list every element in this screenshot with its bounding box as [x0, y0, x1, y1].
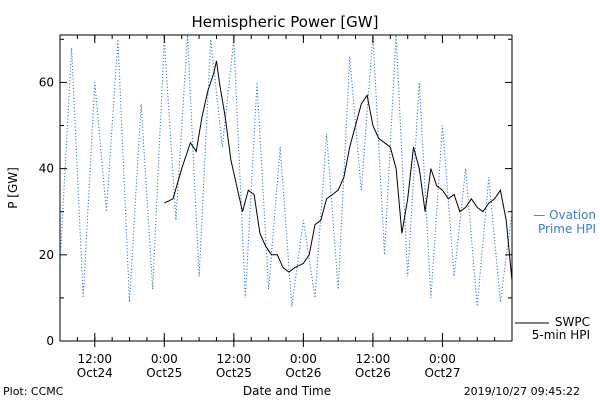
y-tick-label: 0 — [46, 334, 54, 348]
x-tick-time-label: 12:00 — [356, 352, 391, 366]
y-axis-label: P [GW] — [6, 167, 20, 209]
plot-credit: Plot: CCMC — [3, 385, 64, 398]
x-tick-time-label: 0:00 — [290, 352, 317, 366]
chart-title: Hemispheric Power [GW] — [192, 13, 379, 31]
legend-swpc-label: 5-min HPI — [532, 328, 590, 342]
x-axis-label: Date and Time — [243, 384, 331, 398]
plot-timestamp: 2019/10/27 09:45:22 — [464, 385, 580, 398]
series-line-2 — [164, 60, 512, 281]
y-tick-label: 60 — [39, 75, 54, 89]
x-tick-date-label: Oct25 — [146, 366, 182, 380]
x-tick-time-label: 12:00 — [217, 352, 252, 366]
x-tick-time-label: 12:00 — [77, 352, 112, 366]
x-tick-date-label: Oct27 — [424, 366, 460, 380]
x-tick-date-label: Oct26 — [355, 366, 391, 380]
y-tick-label: 20 — [39, 248, 54, 262]
plot-frame — [59, 34, 513, 342]
x-tick-time-label: 0:00 — [151, 352, 178, 366]
x-tick-date-label: Oct24 — [77, 366, 113, 380]
y-tick-label: 40 — [39, 162, 54, 176]
legend-swpc-label: SWPC — [555, 315, 590, 329]
series-layer — [60, 35, 512, 341]
series-line-0 — [60, 35, 512, 307]
legend-ovation-label: — Ovation — [533, 208, 596, 222]
x-tick-date-label: Oct26 — [285, 366, 321, 380]
x-tick-date-label: Oct25 — [216, 366, 252, 380]
x-tick-time-label: 0:00 — [429, 352, 456, 366]
legend-ovation-label: Prime HPI — [538, 222, 596, 236]
axis-layer: 020406012:00Oct240:00Oct2512:00Oct250:00… — [39, 35, 513, 380]
